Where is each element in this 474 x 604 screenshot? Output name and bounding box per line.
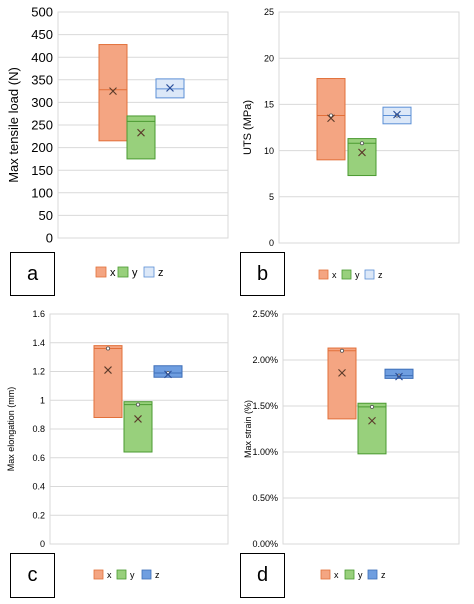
median-dot-y <box>360 141 365 146</box>
y-tick-label: 1.4 <box>32 338 45 348</box>
y-tick-label: 100 <box>31 185 53 200</box>
y-tick-label: 1.6 <box>32 309 45 319</box>
mean-marker-y <box>134 415 142 423</box>
mean-marker-z <box>393 110 401 119</box>
box-x <box>98 44 128 142</box>
legend-swatch-z <box>367 569 378 580</box>
y-tick-label: 250 <box>31 118 53 133</box>
mean-marker-z <box>166 84 174 92</box>
y-tick-label: 15 <box>264 100 274 110</box>
plot-area <box>278 11 460 244</box>
y-tick-label: 10 <box>264 146 274 156</box>
y-tick-label: 5 <box>269 192 274 202</box>
median-dot-x <box>329 113 334 118</box>
y-tick-label: 0.4 <box>32 482 45 492</box>
legend-swatch-x <box>93 569 104 580</box>
box-x <box>93 345 123 418</box>
legend-swatch-z <box>143 266 155 278</box>
chart-panel-d: 0.00% 0.50% 1.00% 1.50% 2.00% 2.50% Max strain… <box>237 302 474 604</box>
y-tick-label: 1.2 <box>32 367 45 377</box>
y-tick-label: 450 <box>31 27 53 42</box>
legend-label-z: z <box>158 267 164 279</box>
legend-swatch-y <box>116 569 127 580</box>
mean-marker-x <box>109 87 117 95</box>
y-tick-label: 150 <box>31 163 53 178</box>
legend-label-x: x <box>334 570 339 580</box>
panel-label-c: c <box>10 553 55 598</box>
panel-label-d: d <box>240 553 285 598</box>
chart-svg-d: 0.00% 0.50% 1.00% 1.50% 2.00% 2.50% Max strain… <box>243 309 460 580</box>
panel-label-b: b <box>240 252 285 296</box>
mean-marker-y <box>358 148 366 157</box>
mean-marker-z <box>164 370 172 379</box>
y-tick-label: 1.50% <box>252 401 278 411</box>
legend-swatch-y <box>117 266 129 278</box>
legend-label-y: y <box>355 270 360 280</box>
legend-swatch-z <box>364 269 375 280</box>
legend-label-x: x <box>107 570 112 580</box>
y-tick-label: 200 <box>31 140 53 155</box>
median-dot-y <box>369 404 374 409</box>
y-tick-label: 0 <box>46 231 53 246</box>
y-tick-label: 500 <box>31 5 53 20</box>
y-axis-label: Max strain (%) <box>243 400 253 458</box>
y-tick-label: 0.00% <box>252 539 278 549</box>
y-tick-label: 0 <box>269 238 274 248</box>
legend-label-y: y <box>358 570 363 580</box>
legend-swatch-x <box>318 269 329 280</box>
y-tick-label: 0.6 <box>32 453 45 463</box>
legend-label-z: z <box>155 570 160 580</box>
chart-svg-a: 0 50 100 150 200 250 300 350 400 450 500 Max tensil… <box>6 5 229 279</box>
box-y <box>357 402 387 455</box>
y-tick-label: 350 <box>31 72 53 87</box>
y-tick-label: 0.50% <box>252 493 278 503</box>
y-tick-label: 25 <box>264 7 274 17</box>
chart-panel-b: 0 5 10 15 20 25 UTS (MPa) x y z <box>237 0 474 300</box>
legend-label-y: y <box>132 267 138 279</box>
y-tick-label: 20 <box>264 53 274 63</box>
mean-marker-y <box>137 128 145 137</box>
box-x <box>316 78 346 161</box>
mean-marker-x <box>338 368 346 377</box>
mean-marker-x <box>104 366 112 374</box>
legend-label-z: z <box>381 570 386 580</box>
y-axis-label: Max elongation (mm) <box>6 387 16 472</box>
y-tick-label: 1 <box>40 395 45 405</box>
y-axis-label: UTS (MPa) <box>242 100 254 155</box>
legend-swatch-x <box>95 266 107 278</box>
chart-svg-b: 0 5 10 15 20 25 UTS (MPa) x y z <box>242 7 460 280</box>
mean-marker-x <box>327 114 335 123</box>
y-tick-label: 50 <box>39 208 53 223</box>
legend-swatch-y <box>341 269 352 280</box>
mean-marker-y <box>368 416 376 425</box>
chart-svg-c: 0 0.2 0.4 0.6 0.8 1 1.2 1.4 1.6 Max elongation (m… <box>6 309 229 580</box>
y-tick-label: 0.8 <box>32 424 45 434</box>
chart-panel-c: 0 0.2 0.4 0.6 0.8 1 1.2 1.4 1.6 Max elongation (m… <box>0 302 237 604</box>
y-tick-label: 1.00% <box>252 447 278 457</box>
box-y <box>126 115 156 160</box>
legend-label-x: x <box>110 267 116 279</box>
y-tick-label: 400 <box>31 50 53 65</box>
legend-label-z: z <box>378 270 383 280</box>
y-tick-label: 0.2 <box>32 510 45 520</box>
legend-label-y: y <box>130 570 135 580</box>
legend-swatch-x <box>320 569 331 580</box>
y-tick-label: 2.50% <box>252 309 278 319</box>
box-x <box>327 347 357 420</box>
box-y <box>123 401 153 453</box>
chart-panel-a: 0 50 100 150 200 250 300 350 400 450 500 Max tensil… <box>0 0 237 300</box>
y-axis-label: Max tensile load (N) <box>6 67 21 183</box>
legend-swatch-z <box>141 569 152 580</box>
legend-label-x: x <box>332 270 337 280</box>
median-dot-y <box>135 402 140 407</box>
panel-label-a: a <box>10 252 55 296</box>
y-tick-label: 300 <box>31 95 53 110</box>
y-tick-label: 2.00% <box>252 355 278 365</box>
median-dot-x <box>340 348 345 353</box>
legend-swatch-y <box>344 569 355 580</box>
mean-marker-z <box>395 372 403 381</box>
median-dot-x <box>106 346 111 351</box>
y-tick-label: 0 <box>40 539 45 549</box>
